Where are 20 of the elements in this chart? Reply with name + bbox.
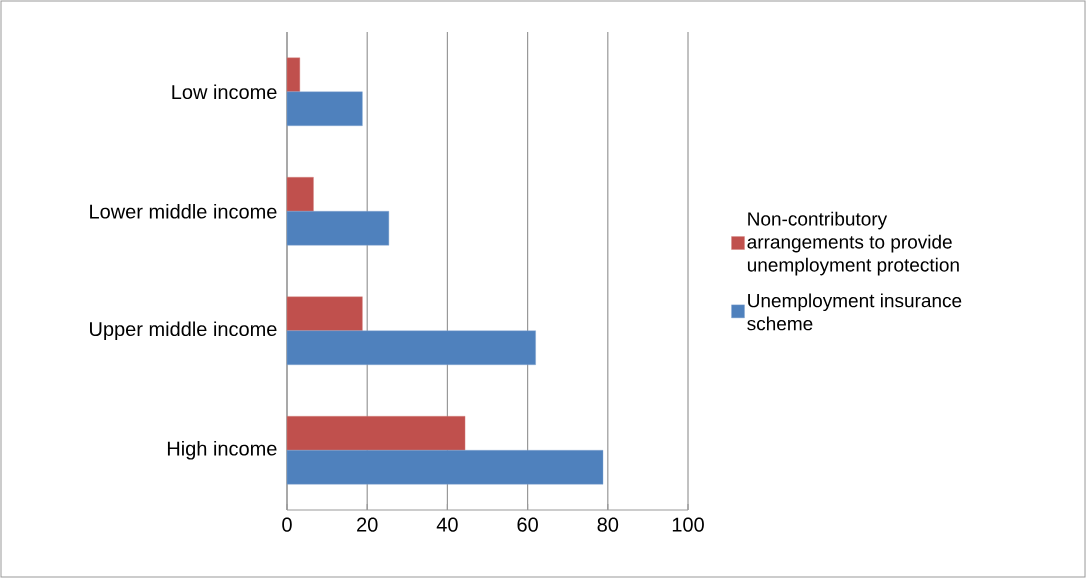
bar — [286, 416, 466, 451]
y-tick-label: Lower middle income — [90, 203, 277, 219]
bar — [286, 450, 604, 485]
bar — [286, 211, 390, 246]
y-tick-label: Low income — [172, 84, 277, 100]
x-tick-label: 60 — [517, 517, 538, 532]
bar — [286, 91, 363, 126]
x-tick-label: 20 — [357, 517, 378, 532]
bar — [286, 330, 536, 365]
bar — [286, 57, 301, 92]
y-tick-label: Upper middle income — [90, 321, 277, 341]
x-tick-label: 100 — [672, 517, 704, 532]
legend-label: Non-contributory arrangements to provide unemployment protection — [747, 211, 959, 276]
x-tick-label: 80 — [597, 517, 619, 532]
y-tick-label: High income — [167, 440, 277, 460]
legend-label: Unemployment insurance scheme — [747, 293, 962, 331]
x-tick-label: 0 — [282, 517, 292, 532]
bar — [286, 177, 314, 212]
x-tick-label: 40 — [436, 517, 458, 532]
bar — [286, 296, 363, 331]
